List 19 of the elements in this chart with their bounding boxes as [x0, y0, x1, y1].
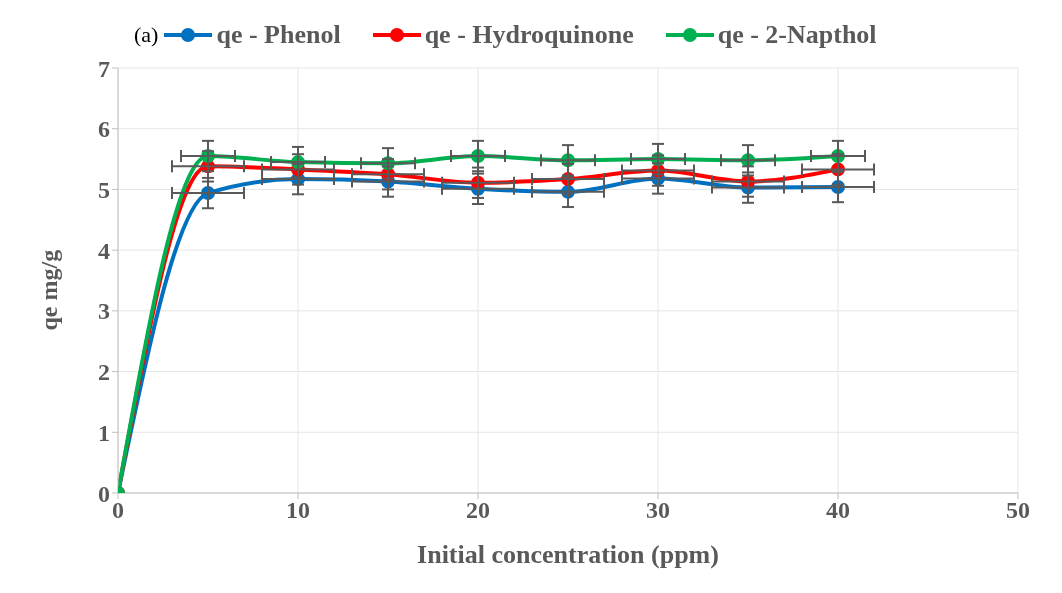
x-tick-label: 10 — [286, 497, 310, 524]
y-tick-label: 1 — [98, 419, 110, 446]
y-tick-label: 2 — [98, 359, 110, 386]
y-tick-label: 3 — [98, 298, 110, 325]
x-tick-label: 40 — [826, 497, 850, 524]
x-tick-label: 20 — [466, 497, 490, 524]
y-tick-label: 0 — [98, 480, 110, 507]
legend-label: qe - 2-Napthol — [717, 20, 877, 50]
x-axis-title: Initial concentration (ppm) — [417, 540, 719, 569]
y-tick-label: 7 — [98, 55, 110, 82]
legend-label: qe - Hydroquinone — [424, 20, 634, 50]
text: (a) — [134, 22, 159, 48]
y-tick-label: 4 — [98, 237, 110, 264]
x-tick-label: 50 — [1006, 497, 1030, 524]
x-tick-label: 30 — [646, 497, 670, 524]
legend-label: qe - Phenol — [216, 20, 341, 50]
y-tick-label: 5 — [98, 176, 110, 203]
y-tick-label: 6 — [98, 116, 110, 143]
y-axis-title: qe mg/g — [35, 249, 62, 331]
